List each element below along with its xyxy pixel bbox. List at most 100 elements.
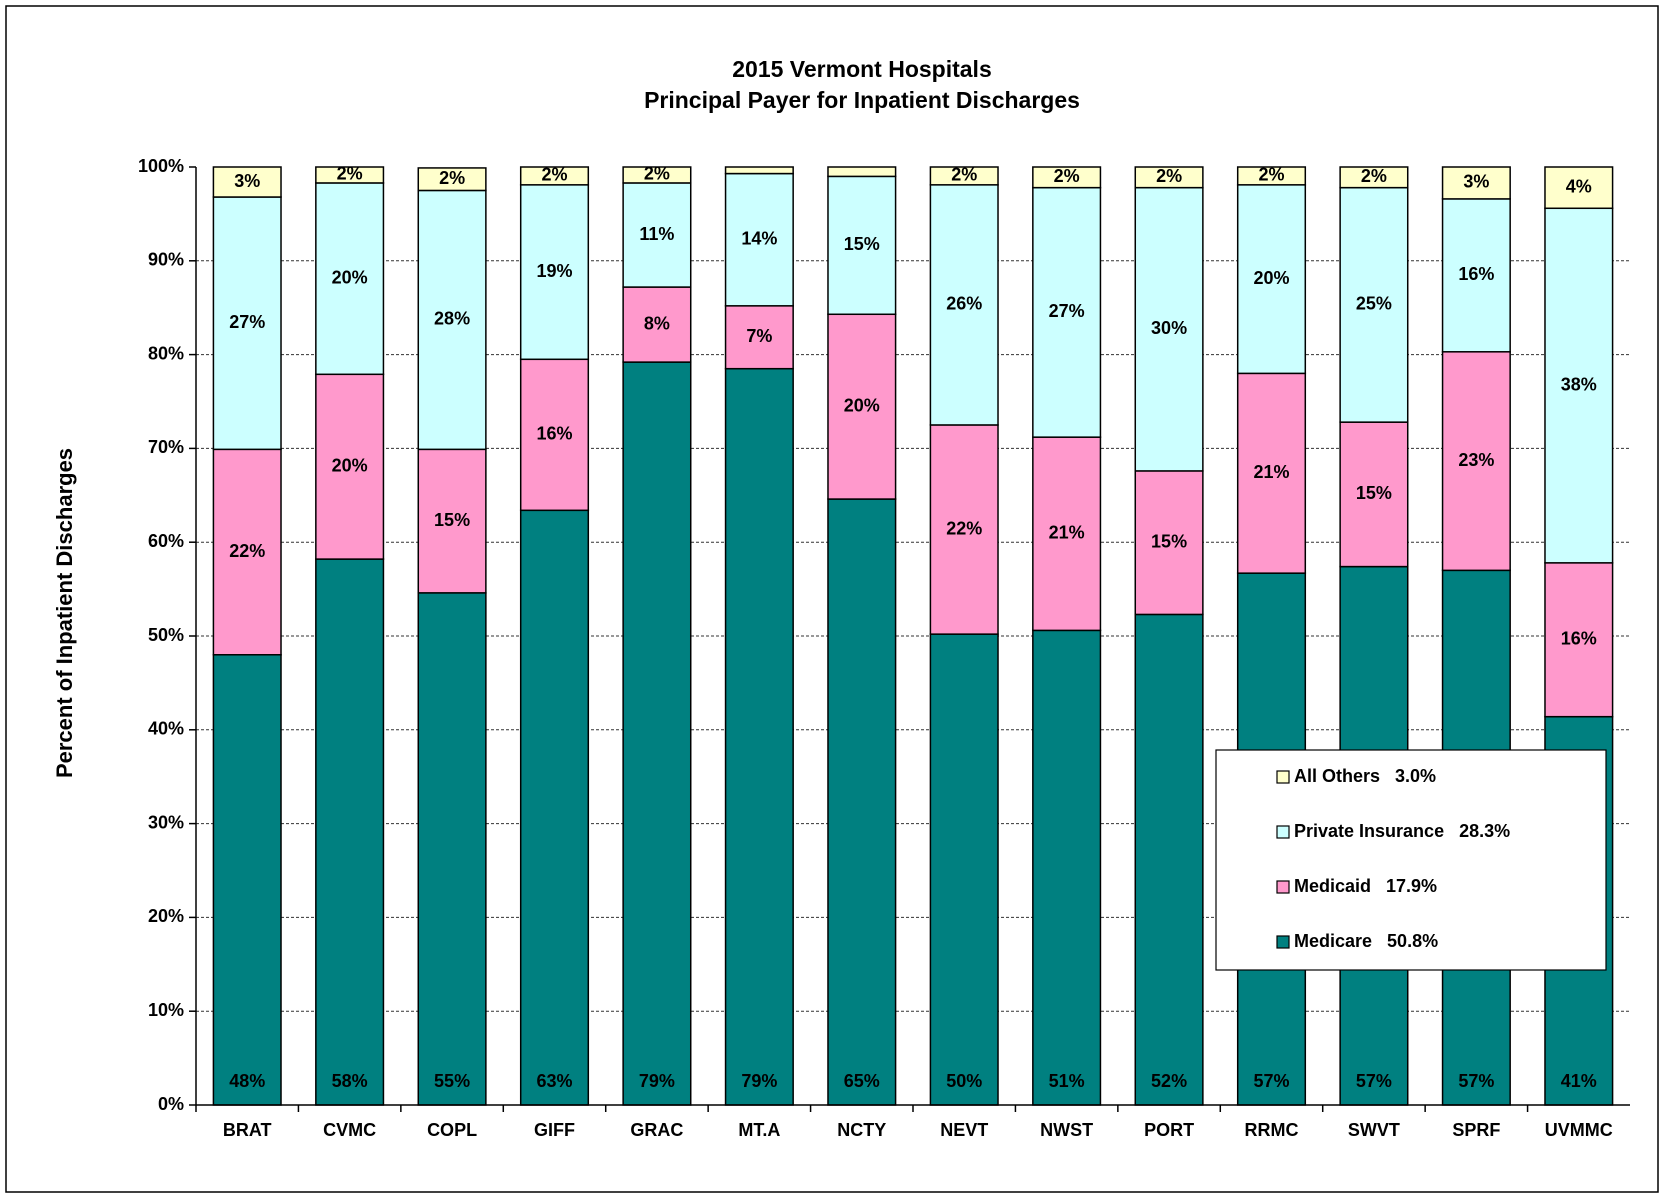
x-tick-label: NWST bbox=[1040, 1120, 1093, 1140]
bar-segment bbox=[212, 654, 282, 1106]
chart-subtitle: Principal Payer for Inpatient Discharges bbox=[644, 87, 1080, 113]
bar-segment bbox=[519, 184, 590, 361]
data-label: 15% bbox=[434, 510, 470, 530]
data-label: 2% bbox=[439, 168, 465, 188]
data-label: 38% bbox=[1561, 374, 1597, 394]
y-tick-label: 90% bbox=[148, 250, 184, 270]
bar-segment bbox=[212, 166, 282, 198]
data-label: 55% bbox=[434, 1071, 470, 1091]
data-label: 20% bbox=[844, 395, 880, 415]
bar-segment bbox=[827, 166, 897, 178]
bar-segment bbox=[1032, 186, 1102, 438]
data-label: 48% bbox=[229, 1071, 265, 1091]
data-label: 23% bbox=[1458, 450, 1494, 470]
bar-segment bbox=[929, 633, 999, 1106]
bar-segment bbox=[724, 305, 794, 370]
bar-segment bbox=[519, 509, 590, 1106]
bar-segment bbox=[929, 166, 999, 186]
bar-segment bbox=[1032, 436, 1102, 632]
x-tick-label: RRMC bbox=[1245, 1120, 1299, 1140]
bar-segment bbox=[622, 182, 692, 288]
data-label: 27% bbox=[1049, 301, 1085, 321]
data-label: 2% bbox=[951, 165, 977, 185]
y-tick-label: 40% bbox=[148, 719, 184, 739]
x-tick-label: GIFF bbox=[534, 1120, 575, 1140]
legend-label: Private Insurance 28.3% bbox=[1294, 821, 1510, 841]
x-tick-label: GRAC bbox=[630, 1120, 683, 1140]
x-tick-label: UVMMC bbox=[1545, 1120, 1613, 1140]
data-label: 2% bbox=[1258, 165, 1284, 185]
bar-segment bbox=[1134, 166, 1204, 189]
y-tick-label: 0% bbox=[158, 1094, 184, 1114]
data-label: 2% bbox=[1361, 166, 1387, 186]
y-tick-label: 80% bbox=[148, 343, 184, 363]
data-label: 14% bbox=[741, 228, 777, 248]
data-label: 63% bbox=[536, 1071, 572, 1091]
data-label: 79% bbox=[639, 1071, 675, 1091]
data-label: 22% bbox=[946, 518, 982, 538]
bar-segment bbox=[1544, 166, 1614, 210]
bar-segment bbox=[1134, 613, 1204, 1106]
x-tick-label: CVMC bbox=[323, 1120, 376, 1140]
y-tick-label: 100% bbox=[138, 156, 184, 176]
data-label: 16% bbox=[536, 424, 572, 444]
legend-swatch bbox=[1276, 935, 1290, 949]
legend-swatch bbox=[1276, 880, 1290, 894]
data-label: 79% bbox=[741, 1071, 777, 1091]
data-label: 22% bbox=[229, 541, 265, 561]
x-tick-label: SWVT bbox=[1348, 1120, 1400, 1140]
y-tick-label: 30% bbox=[148, 812, 184, 832]
bar-segment bbox=[622, 166, 692, 184]
bar-segment bbox=[827, 175, 897, 316]
bar-segment bbox=[724, 172, 794, 307]
data-label: 57% bbox=[1356, 1071, 1392, 1091]
legend-label: Medicare 50.8% bbox=[1294, 931, 1438, 951]
data-label: 20% bbox=[332, 455, 368, 475]
data-label: 65% bbox=[844, 1071, 880, 1091]
bar-segment bbox=[1236, 184, 1307, 375]
data-label: 25% bbox=[1356, 294, 1392, 314]
data-label: 15% bbox=[844, 234, 880, 254]
y-tick-label: 60% bbox=[148, 531, 184, 551]
x-tick-label: SPRF bbox=[1452, 1120, 1500, 1140]
x-tick-label: NCTY bbox=[837, 1120, 886, 1140]
data-label: 50% bbox=[946, 1071, 982, 1091]
bar-segment bbox=[1236, 372, 1307, 574]
data-label: 19% bbox=[536, 261, 572, 281]
x-tick-label: MT.A bbox=[738, 1120, 780, 1140]
bar-segment bbox=[519, 166, 590, 186]
bar-segment bbox=[622, 286, 692, 363]
bar-segment bbox=[417, 167, 487, 192]
y-tick-label: 20% bbox=[148, 906, 184, 926]
data-label: 7% bbox=[746, 326, 772, 346]
bar-segment bbox=[417, 189, 487, 451]
data-label: 15% bbox=[1356, 483, 1392, 503]
data-label: 4% bbox=[1566, 176, 1592, 196]
bar-segment bbox=[315, 182, 385, 376]
x-tick-label: BRAT bbox=[223, 1120, 272, 1140]
data-label: 2% bbox=[337, 164, 363, 184]
bar-segment bbox=[827, 498, 897, 1106]
bar-segment bbox=[315, 166, 385, 184]
data-label: 20% bbox=[1253, 268, 1289, 288]
data-label: 27% bbox=[229, 312, 265, 332]
data-label: 2% bbox=[1054, 166, 1080, 186]
data-label: 51% bbox=[1049, 1071, 1085, 1091]
legend-box bbox=[1215, 749, 1607, 971]
data-label: 26% bbox=[946, 294, 982, 314]
x-tick-label: NEVT bbox=[940, 1120, 988, 1140]
legend-swatch bbox=[1276, 825, 1290, 839]
y-tick-label: 70% bbox=[148, 437, 184, 457]
data-label: 8% bbox=[644, 313, 670, 333]
bar-segment bbox=[724, 166, 794, 175]
bar-segment bbox=[417, 592, 487, 1106]
data-label: 21% bbox=[1049, 523, 1085, 543]
data-label: 52% bbox=[1151, 1071, 1187, 1091]
legend-label: Medicaid 17.9% bbox=[1294, 876, 1437, 896]
bar-segment bbox=[1134, 186, 1204, 472]
data-label: 16% bbox=[1458, 264, 1494, 284]
data-label: 3% bbox=[1463, 172, 1489, 192]
bar-segment bbox=[1339, 421, 1409, 568]
y-axis-label: Percent of Inpatient Discharges bbox=[52, 448, 77, 778]
chart-title: 2015 Vermont Hospitals bbox=[732, 56, 992, 82]
